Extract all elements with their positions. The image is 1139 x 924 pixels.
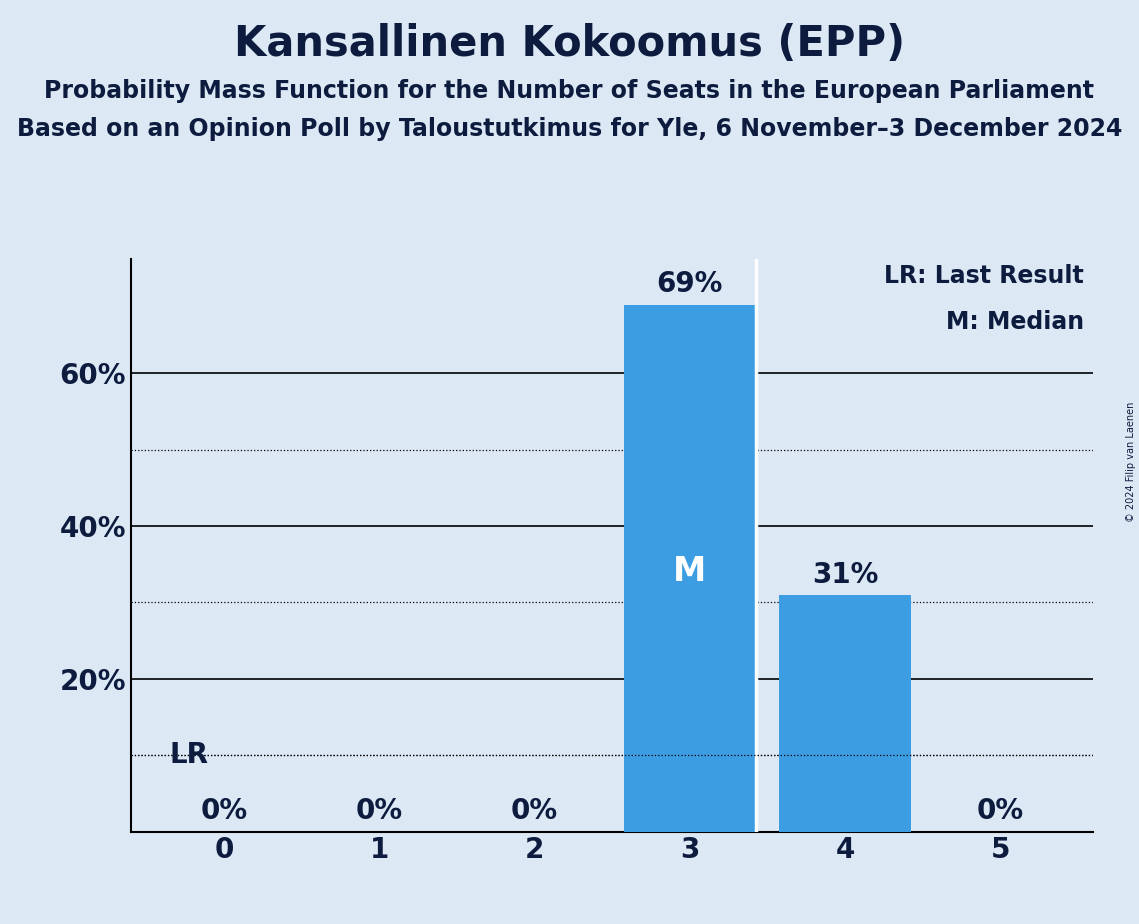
Text: © 2024 Filip van Laenen: © 2024 Filip van Laenen — [1125, 402, 1136, 522]
Text: LR: LR — [170, 741, 208, 769]
Text: Probability Mass Function for the Number of Seats in the European Parliament: Probability Mass Function for the Number… — [44, 79, 1095, 103]
Text: LR: Last Result: LR: Last Result — [884, 264, 1084, 288]
Text: 0%: 0% — [200, 797, 247, 825]
Bar — [624, 305, 756, 832]
Text: M: M — [673, 555, 706, 589]
Text: 0%: 0% — [355, 797, 403, 825]
Bar — [779, 595, 911, 832]
Text: 0%: 0% — [511, 797, 558, 825]
Text: Kansallinen Kokoomus (EPP): Kansallinen Kokoomus (EPP) — [233, 23, 906, 65]
Text: Based on an Opinion Poll by Taloustutkimus for Yle, 6 November–3 December 2024: Based on an Opinion Poll by Taloustutkim… — [17, 117, 1122, 141]
Text: 0%: 0% — [977, 797, 1024, 825]
Text: M: Median: M: Median — [945, 310, 1084, 334]
Text: 31%: 31% — [812, 561, 878, 589]
Text: 69%: 69% — [657, 271, 723, 298]
